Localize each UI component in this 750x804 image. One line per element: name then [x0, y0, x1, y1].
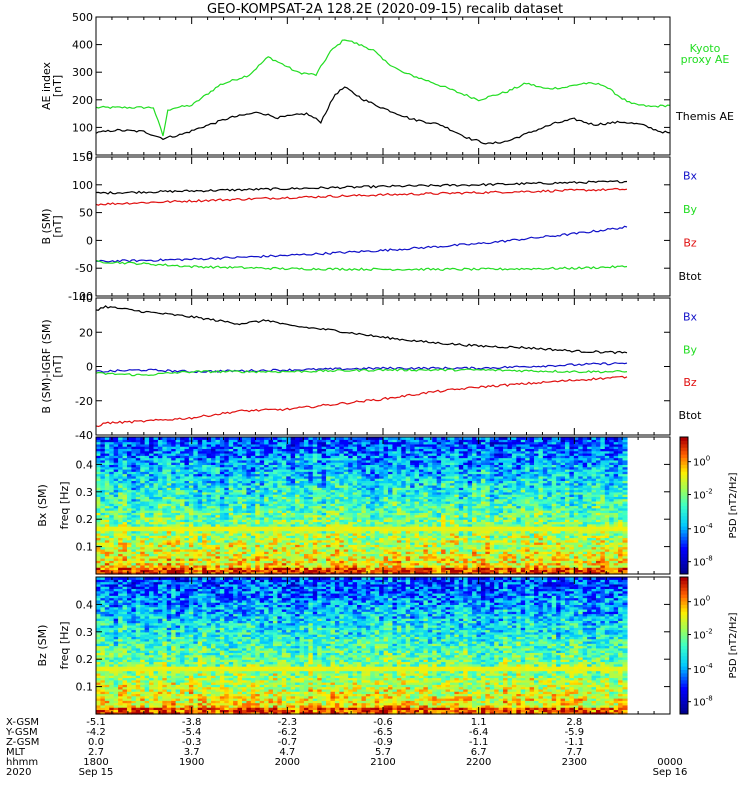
legend-label: Themis AE [675, 110, 734, 123]
y-tick-label: 100 [72, 121, 93, 134]
panel-frame [96, 298, 670, 435]
series-line [96, 87, 670, 144]
y-tick-label: 20 [79, 326, 93, 339]
y-tick-label: -50 [75, 262, 93, 275]
series-line [96, 40, 670, 136]
legend-label: Btot [679, 409, 703, 422]
legend-label: Bz [683, 376, 697, 389]
y-axis-label: [nT] [51, 215, 64, 237]
series-line [96, 261, 627, 271]
y-tick-label: 300 [72, 66, 93, 79]
y-axis-label: [nT] [51, 75, 64, 97]
y-tick-label: 400 [72, 39, 93, 52]
series-line [96, 376, 627, 426]
y-tick-label: 0 [86, 234, 93, 247]
y-tick-label: 100 [72, 179, 93, 192]
series-line [96, 369, 627, 376]
legend-label: By [683, 343, 698, 356]
legend-label: Bz [683, 236, 697, 249]
series-line [96, 226, 627, 262]
legend-label: Btot [679, 270, 703, 283]
y-tick-label: 150 [72, 151, 93, 164]
series-line [96, 306, 627, 354]
chart-title: GEO-KOMPSAT-2A 128.2E (2020-09-15) recal… [207, 2, 563, 17]
y-axis-label: [nT] [51, 355, 64, 377]
legend-label: By [683, 203, 698, 216]
y-tick-label: -20 [75, 395, 93, 408]
legend-label: Bx [683, 170, 698, 183]
panel-frame [96, 157, 670, 296]
y-tick-label: 0 [86, 361, 93, 374]
y-tick-label: -40 [75, 429, 93, 442]
legend-label-line: proxy AE [681, 53, 730, 66]
y-tick-label: 50 [79, 207, 93, 220]
y-tick-label: 40 [79, 292, 93, 305]
y-tick-label: 500 [72, 11, 93, 24]
series-line [96, 181, 627, 194]
y-tick-label: 200 [72, 94, 93, 107]
legend-label: Bx [683, 310, 698, 323]
